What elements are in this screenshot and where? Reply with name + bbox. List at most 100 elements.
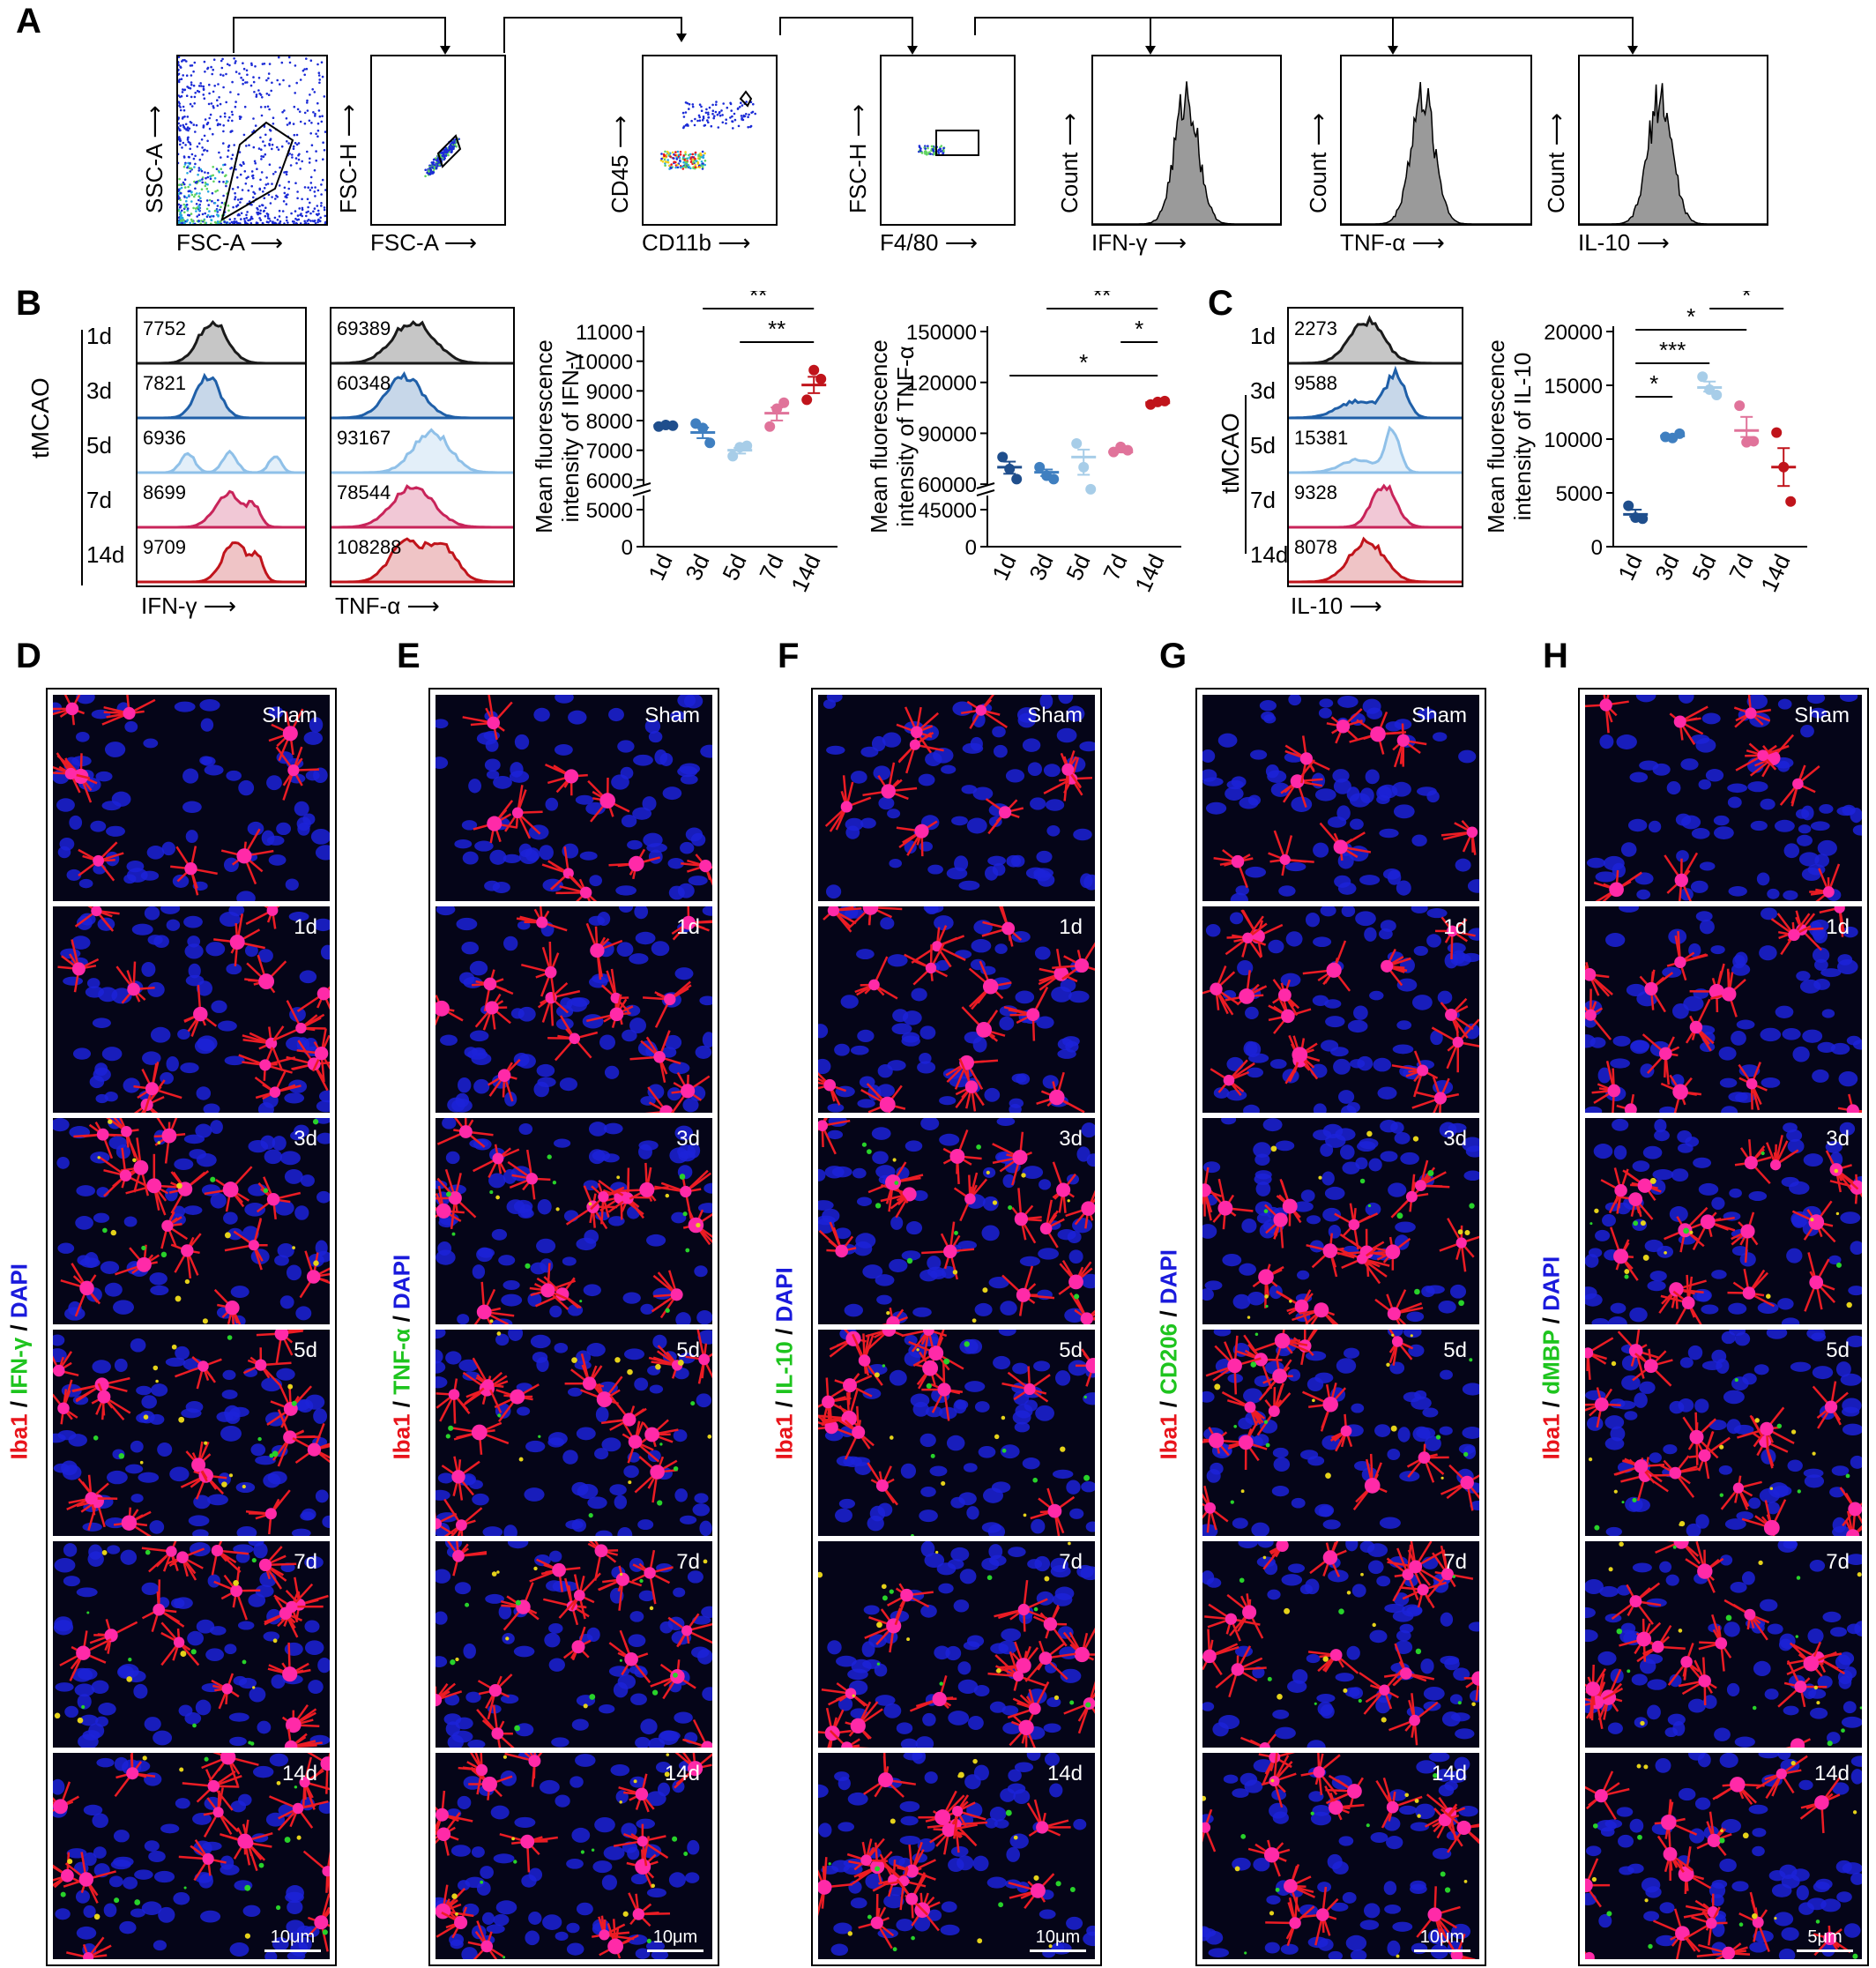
nucleus [961,785,978,794]
event-dot [923,151,927,153]
event-dot [203,97,206,100]
nucleus [491,1228,508,1241]
event-dot [202,124,205,127]
nucleus [462,1903,480,1917]
event-dot [320,205,323,207]
event-dot [429,168,432,171]
nucleus [76,731,90,742]
event-dot [190,190,193,194]
nucleus [472,1493,489,1506]
hist-curve [331,537,513,584]
event-dot [181,209,183,212]
nucleus [141,1901,162,1915]
nucleus [638,1140,659,1151]
event-dot [938,148,942,151]
nucleus [96,1757,115,1768]
nucleus [302,813,316,825]
microglia-soma [299,1777,310,1788]
nucleus [1012,1362,1029,1375]
event-dot [320,120,324,123]
event-dot [262,155,264,159]
marker-signal [455,1657,459,1662]
marker-signal [614,1357,621,1363]
micrograph-image [436,1330,712,1536]
event-dot [294,64,297,67]
event-dot [431,166,434,169]
event-dot [244,183,248,185]
nucleus [537,1077,556,1087]
event-dot [234,218,236,220]
nucleus [825,884,842,899]
nucleus [850,1045,869,1055]
event-dot [271,183,273,185]
event-dot [748,113,750,116]
nucleus [305,770,320,781]
event-dot [273,216,277,220]
event-dot [689,167,692,170]
tmcao-label-c: tMCAO [1217,413,1244,494]
event-dot [225,101,227,104]
event-dot [212,58,216,61]
mfi-value: 8078 [1294,536,1337,558]
event-dot [306,109,309,112]
event-dot [305,57,308,60]
data-point [741,440,753,451]
gating-xlabel-5: IFN-γ ⟶ [1091,229,1187,256]
marker-signal [659,1442,663,1446]
event-dot [242,62,244,64]
panel-letter-e: E [397,637,421,675]
x-tick-label: 5d [1686,550,1721,585]
event-dot [702,162,704,165]
event-dot [196,145,199,148]
event-dot [231,188,234,190]
microglia-soma [650,1465,665,1480]
nucleus [598,1381,618,1394]
marker-signal [489,1319,494,1323]
nucleus [279,1151,301,1166]
marker-signal [67,1859,73,1865]
nucleus [229,1736,247,1747]
nucleus [687,1570,704,1584]
hist-curve [331,428,513,474]
nucleus [644,719,661,734]
nucleus [274,1200,294,1216]
event-dot [209,175,212,178]
microglia-soma [510,1389,525,1405]
nucleus [954,950,972,959]
microglia-soma [166,1546,177,1557]
event-dot [924,153,927,155]
nucleus [862,1264,883,1279]
event-dot [179,139,182,143]
nucleus [123,1077,140,1093]
microglia-soma [885,1174,901,1190]
event-dot [306,220,309,222]
nucleus [1068,1249,1083,1264]
event-dot [176,153,180,156]
hist-row-1d: 2273 [1289,309,1462,365]
nucleus [621,814,637,828]
event-dot [660,157,663,160]
event-dot [198,192,201,195]
stain-legend-part: DAPI [388,1254,415,1309]
hist-curve [1289,483,1462,529]
microglia-soma [492,1152,504,1165]
event-dot [308,119,311,123]
nucleus [662,786,682,801]
event-dot [268,143,271,145]
event-dot [186,116,190,118]
timepoint-label: 1d [1059,915,1083,939]
nucleus [78,1733,99,1748]
event-dot [313,207,316,210]
event-dot [681,111,685,115]
nucleus [827,1129,844,1140]
hist-curve [331,371,513,420]
event-dot [268,63,272,65]
nucleus [447,1734,464,1748]
nucleus [169,1466,190,1482]
nucleus [597,911,611,927]
event-dot [182,219,185,222]
scale-bar: 10μm [264,1927,321,1952]
event-dot [287,56,291,59]
nucleus [237,1621,255,1630]
marker-signal [502,1956,506,1959]
